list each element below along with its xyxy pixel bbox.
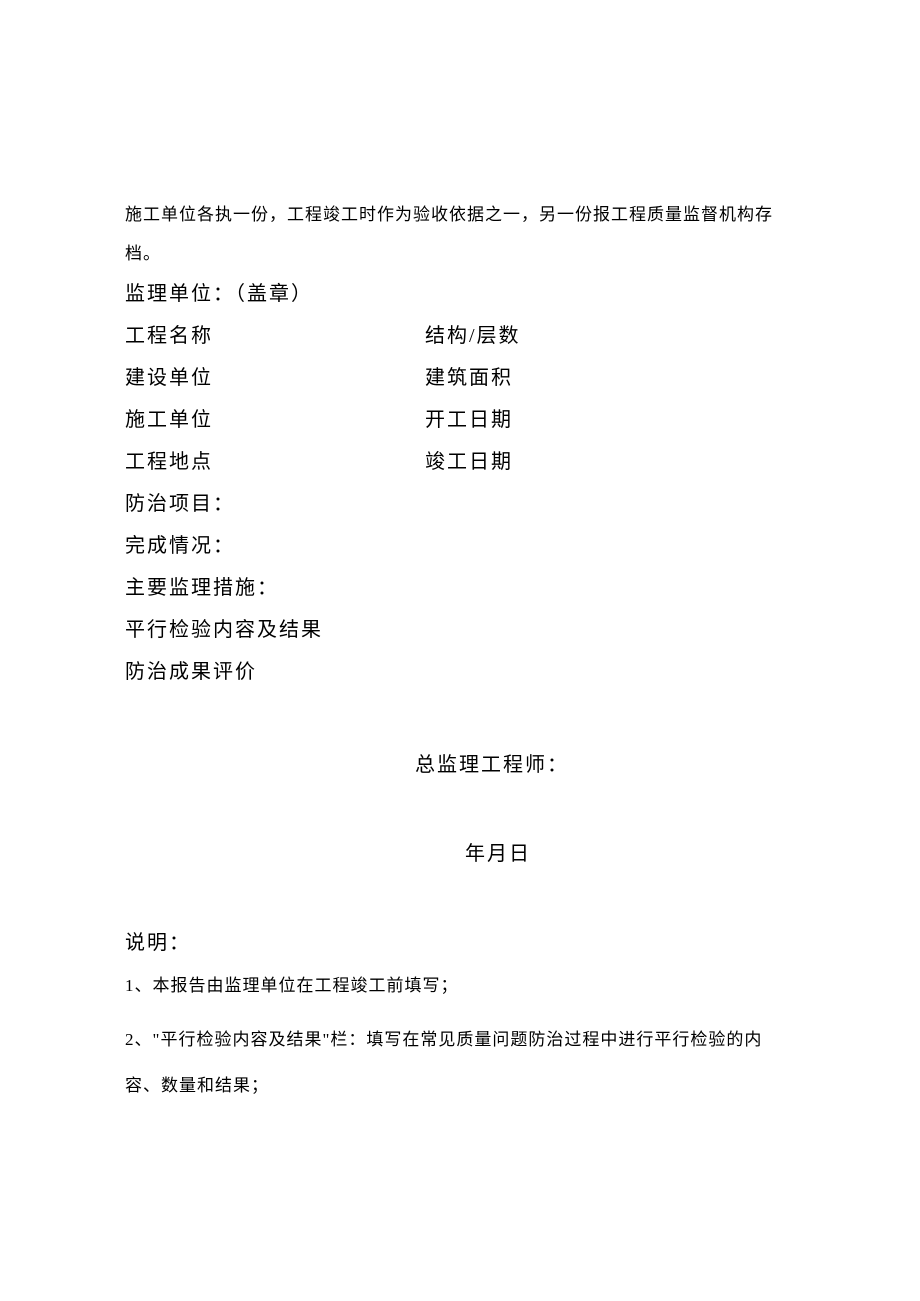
form-label-left: 工程名称 <box>125 315 425 357</box>
single-line-field: 完成情况： <box>125 525 795 567</box>
supervisor-unit-line: 监理单位：（盖章） <box>125 273 795 315</box>
single-line-field: 平行检验内容及结果 <box>125 609 795 651</box>
date-label: 年月日 <box>465 837 795 866</box>
single-line-field: 防治成果评价 <box>125 651 795 693</box>
form-label-right: 竣工日期 <box>425 441 795 483</box>
form-label-right: 建筑面积 <box>425 357 795 399</box>
intro-paragraph: 施工单位各执一份，工程竣工时作为验收依据之一，另一份报工程质量监督机构存档。 <box>125 195 795 273</box>
form-label-left: 工程地点 <box>125 441 425 483</box>
form-row: 工程名称 结构/层数 <box>125 315 795 357</box>
form-label-right: 结构/层数 <box>425 315 795 357</box>
form-row: 施工单位 开工日期 <box>125 399 795 441</box>
notes-heading: 说明： <box>125 926 795 955</box>
form-label-left: 建设单位 <box>125 357 425 399</box>
single-line-field: 主要监理措施： <box>125 567 795 609</box>
form-label-right: 开工日期 <box>425 399 795 441</box>
signature-label: 总监理工程师： <box>415 748 795 777</box>
note-item: 2、"平行检验内容及结果"栏：填写在常见质量问题防治过程中进行平行检验的内容、数… <box>125 1017 795 1109</box>
form-row: 建设单位 建筑面积 <box>125 357 795 399</box>
single-line-field: 防治项目： <box>125 483 795 525</box>
form-label-left: 施工单位 <box>125 399 425 441</box>
note-item: 1、本报告由监理单位在工程竣工前填写； <box>125 963 795 1009</box>
form-row: 工程地点 竣工日期 <box>125 441 795 483</box>
